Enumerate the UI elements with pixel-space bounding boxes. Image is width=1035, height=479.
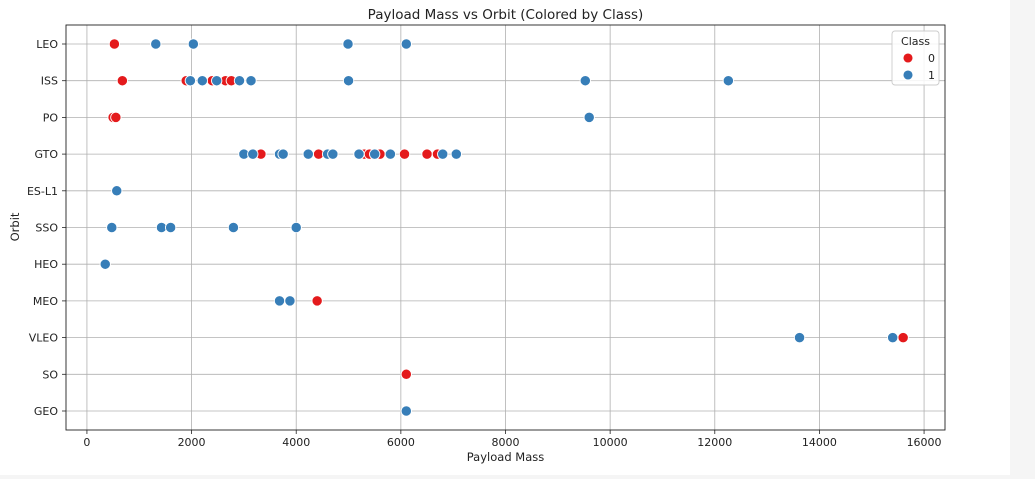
data-point-class-1	[227, 221, 240, 234]
data-point-class-1	[302, 148, 314, 160]
x-tick-label: 4000	[282, 436, 310, 449]
data-point-class-0	[116, 75, 129, 87]
data-point-class-1	[384, 148, 397, 160]
legend-marker-class-0	[902, 52, 914, 64]
data-point-class-1	[196, 75, 208, 87]
data-point-class-1	[99, 258, 111, 270]
data-point-class-1	[111, 185, 123, 197]
x-tick-label: 2000	[178, 436, 206, 449]
data-point-class-0	[311, 295, 323, 307]
data-point-class-0	[110, 111, 122, 124]
data-point-class-1	[273, 295, 286, 307]
data-point-class-0	[897, 331, 909, 344]
data-point-class-1	[187, 38, 200, 50]
right-margin-strip	[1010, 0, 1035, 479]
chart-title: Payload Mass vs Orbit (Colored by Class)	[368, 7, 644, 23]
x-tick-label: 12000	[697, 436, 732, 449]
data-point-class-1	[327, 148, 339, 160]
legend-box	[891, 30, 940, 86]
data-point-class-1	[150, 38, 162, 50]
data-point-class-1	[583, 111, 595, 124]
legend-marker-class-1	[902, 69, 914, 81]
y-tick-label: PO	[43, 111, 59, 124]
data-point-class-0	[108, 38, 121, 50]
data-point-class-0	[400, 368, 412, 380]
bottom-margin-strip	[0, 475, 1035, 479]
y-axis-label: Orbit	[8, 212, 22, 241]
legend-label-class-1: 1	[928, 69, 935, 82]
y-tick-label: ISS	[41, 75, 58, 88]
data-point-class-1	[887, 331, 899, 344]
data-point-class-1	[369, 148, 381, 160]
x-tick-label: 10000	[593, 436, 628, 449]
data-point-class-1	[793, 331, 806, 344]
data-point-class-1	[722, 75, 734, 87]
x-tick-label: 14000	[802, 436, 837, 449]
axis-ticks: 0 2000 4000 6000 8000 10000 12000 14000 16000 LEO…	[27, 38, 942, 449]
data-point-class-0	[398, 148, 411, 160]
grid-lines	[66, 25, 945, 430]
x-tick-label: 6000	[387, 436, 415, 449]
data-point-class-1	[437, 148, 449, 160]
data-point-class-1	[353, 148, 365, 160]
scatter-chart: 0 2000 4000 6000 8000 10000 12000 14000 16000 LEO…	[8, 7, 946, 464]
data-point-class-1	[342, 38, 354, 50]
data-point-class-1	[579, 75, 591, 87]
legend-label-class-0: 0	[928, 52, 935, 65]
data-point-class-1	[342, 75, 355, 87]
data-point-class-1	[184, 75, 197, 87]
x-axis-label: Payload Mass	[467, 450, 544, 464]
y-tick-label: GEO	[34, 405, 58, 418]
data-point-class-1	[400, 38, 412, 50]
data-point-class-1	[211, 75, 223, 87]
y-tick-label: ES-L1	[27, 185, 58, 198]
legend-title: Class	[901, 35, 930, 48]
y-tick-label: SO	[42, 368, 58, 381]
y-tick-label: LEO	[36, 38, 58, 51]
data-point-class-1	[450, 148, 462, 160]
data-point-class-1	[245, 75, 257, 87]
x-tick-label: 16000	[907, 436, 942, 449]
y-tick-label: SSO	[35, 222, 58, 235]
figure-background	[0, 0, 1010, 475]
data-point-class-1	[400, 405, 412, 417]
data-point-class-1	[277, 148, 289, 160]
data-points	[99, 38, 909, 417]
x-tick-label: 8000	[492, 436, 520, 449]
y-tick-label: HEO	[34, 258, 58, 271]
data-point-class-1	[290, 221, 302, 234]
legend: Class 0 1	[891, 30, 940, 86]
data-point-class-1	[284, 295, 296, 307]
data-point-class-1	[106, 221, 118, 234]
y-tick-label: MEO	[33, 295, 58, 308]
y-tick-label: VLEO	[29, 332, 59, 345]
y-tick-label: GTO	[34, 148, 58, 161]
x-tick-label: 0	[83, 436, 90, 449]
data-point-class-1	[164, 221, 177, 234]
data-point-class-1	[247, 148, 259, 160]
data-point-class-0	[421, 148, 433, 160]
data-point-class-1	[233, 75, 246, 87]
